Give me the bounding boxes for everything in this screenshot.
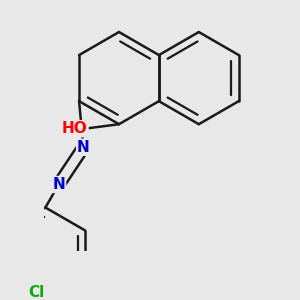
Text: N: N [77, 140, 90, 155]
Text: N: N [52, 177, 65, 192]
Text: HO: HO [62, 121, 88, 136]
Text: Cl: Cl [28, 285, 45, 300]
